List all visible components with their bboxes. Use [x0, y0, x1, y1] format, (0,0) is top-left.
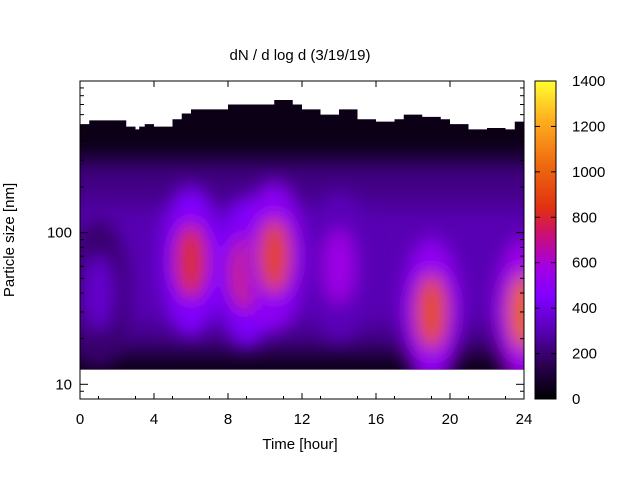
heatmap-feature-6: [508, 273, 524, 350]
heatmap-feature-4: [323, 228, 355, 305]
colorbar-tick-label: 1400: [572, 73, 605, 90]
colorbar-tick-label: 200: [572, 346, 597, 363]
colorbar-tick-label: 400: [572, 300, 597, 317]
heatmap-feature-5: [415, 273, 448, 350]
x-tick-label: 16: [368, 411, 385, 428]
x-tick-label: 20: [442, 411, 459, 428]
colorbar-tick-label: 1200: [572, 118, 605, 135]
y-tick-label: 100: [47, 225, 72, 242]
x-axis-ticks: 0 4 8 12 16 20 24: [76, 81, 533, 428]
x-tick-label: 0: [76, 411, 84, 428]
x-tick-label: 12: [294, 411, 311, 428]
heatmap-feature-0: [82, 255, 115, 331]
x-tick-label: 8: [224, 411, 232, 428]
chart-title: dN / d log d (3/19/19): [230, 47, 371, 64]
x-tick-label: 4: [150, 411, 158, 428]
colorbar-tick-label: 600: [572, 255, 597, 272]
colorbar: [534, 80, 557, 400]
colorbar-tick-label: 0: [572, 391, 580, 408]
heatmap-layer: [80, 99, 524, 370]
colorbar-tick-label: 800: [572, 209, 597, 226]
colorbar-ticks: 0 200 400 600 800 1000 1200 1400: [535, 73, 605, 408]
y-axis-label: Particle size [nm]: [1, 183, 18, 297]
y-axis-ticks: 10 100: [47, 87, 524, 400]
heatmap-feature-1: [175, 223, 207, 300]
heatmap-feature-halo-6: [494, 236, 524, 370]
x-tick-label: 24: [516, 411, 533, 428]
colorbar-tick-label: 1000: [572, 164, 605, 181]
x-axis-label: Time [hour]: [262, 436, 337, 453]
plot-area: [80, 99, 524, 370]
heatmap-feature-group: [80, 181, 524, 370]
y-tick-label: 10: [55, 376, 72, 393]
heatmap-feature-3: [258, 218, 291, 295]
